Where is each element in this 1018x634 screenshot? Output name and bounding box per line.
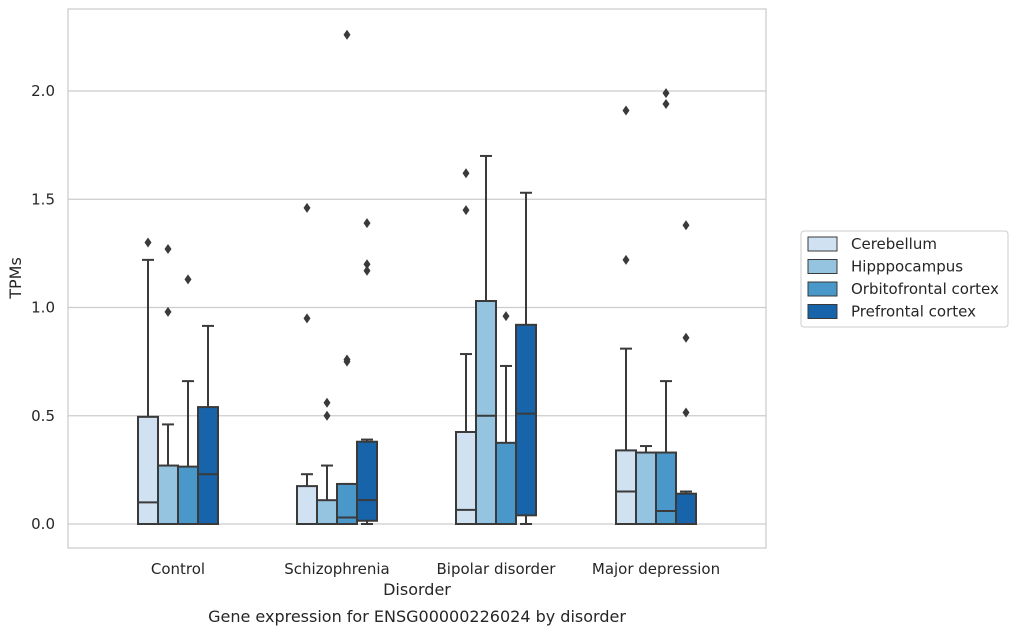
box-body xyxy=(495,441,517,525)
box-hipppocampus-3 xyxy=(635,445,657,525)
box-body xyxy=(316,499,338,525)
outlier-point xyxy=(662,88,670,99)
box-cerebellum-0 xyxy=(137,237,159,525)
box-body xyxy=(197,406,219,525)
y-tick-label: 2.0 xyxy=(31,82,55,100)
outlier-point xyxy=(343,354,351,365)
plot-frame xyxy=(67,8,767,549)
outlier-point xyxy=(462,168,470,179)
legend-label: Prefrontal cortex xyxy=(851,303,976,321)
outlier-point xyxy=(662,98,670,109)
box-hipppocampus-0 xyxy=(157,244,179,526)
y-tick-label: 0.0 xyxy=(31,515,55,533)
y-tick-label: 0.5 xyxy=(31,407,55,425)
box-body xyxy=(655,451,677,525)
outlier-point xyxy=(144,237,152,248)
x-axis-title: Disorder xyxy=(383,580,451,599)
y-tick-label: 1.5 xyxy=(31,190,55,208)
y-tick-label: 1.0 xyxy=(31,299,55,317)
outlier-point xyxy=(323,410,331,421)
legend-swatch xyxy=(807,304,838,319)
box-body xyxy=(615,449,637,526)
legend-label: Orbitofrontal cortex xyxy=(851,280,999,298)
outlier-point xyxy=(682,407,690,418)
box-prefrontal-cortex-2 xyxy=(515,191,537,525)
box-orbitofrontal-cortex-0 xyxy=(177,274,199,526)
box-body xyxy=(137,415,159,525)
x-tick-label: Bipolar disorder xyxy=(437,560,557,578)
box-orbitofrontal-cortex-2 xyxy=(495,311,517,525)
legend-swatch xyxy=(807,259,838,274)
legend-frame xyxy=(800,230,1009,328)
y-axis-title: TPMs xyxy=(6,257,25,300)
legend-label: Cerebellum xyxy=(851,235,937,253)
outlier-point xyxy=(682,220,690,231)
box-body xyxy=(157,464,179,526)
outlier-point xyxy=(502,311,510,322)
outlier-point xyxy=(363,218,371,229)
box-body xyxy=(515,323,537,517)
box-hipppocampus-2 xyxy=(475,154,497,525)
box-orbitofrontal-cortex-1 xyxy=(336,29,358,526)
box-body xyxy=(177,465,199,526)
outlier-point xyxy=(682,332,690,343)
outlier-point xyxy=(184,274,192,285)
box-hipppocampus-1 xyxy=(316,397,338,525)
outlier-point xyxy=(622,254,630,265)
outlier-point xyxy=(323,397,331,408)
x-tick-label: Major depression xyxy=(592,560,720,578)
outlier-point xyxy=(343,29,351,40)
outlier-point xyxy=(363,265,371,276)
box-orbitofrontal-cortex-3 xyxy=(655,88,677,525)
legend-swatch xyxy=(807,236,838,252)
box-body xyxy=(475,300,497,525)
box-cerebellum-1 xyxy=(296,202,318,525)
legend-label: Hipppocampus xyxy=(851,258,963,276)
box-body xyxy=(296,485,318,525)
outlier-point xyxy=(303,313,311,324)
outlier-point xyxy=(164,306,172,317)
outlier-point xyxy=(303,202,311,213)
box-prefrontal-cortex-3 xyxy=(675,220,697,526)
x-tick-labels: Control Schizophrenia Bipolar disorder Majo… xyxy=(151,560,720,578)
box-cerebellum-2 xyxy=(455,168,477,525)
x-tick-label: Control xyxy=(151,560,205,578)
legend: Cerebellum Hipppocampus Orbitofrontal cort… xyxy=(800,230,1009,328)
chart-caption: Gene expression for ENSG00000226024 by d… xyxy=(208,607,626,626)
legend-swatch xyxy=(807,281,838,297)
outlier-point xyxy=(462,205,470,216)
box-cerebellum-3 xyxy=(615,105,637,526)
box-body xyxy=(635,451,657,525)
outlier-point xyxy=(622,105,630,116)
x-tick-label: Schizophrenia xyxy=(284,560,389,578)
y-tick-labels: 0.0 0.5 1.0 1.5 2.0 xyxy=(31,82,55,533)
box-prefrontal-cortex-0 xyxy=(197,324,219,525)
boxes xyxy=(137,29,697,526)
box-body xyxy=(356,440,378,522)
outlier-point xyxy=(363,259,371,270)
box-body xyxy=(675,492,697,526)
outlier-point xyxy=(164,244,172,255)
box-prefrontal-cortex-1 xyxy=(356,218,378,525)
